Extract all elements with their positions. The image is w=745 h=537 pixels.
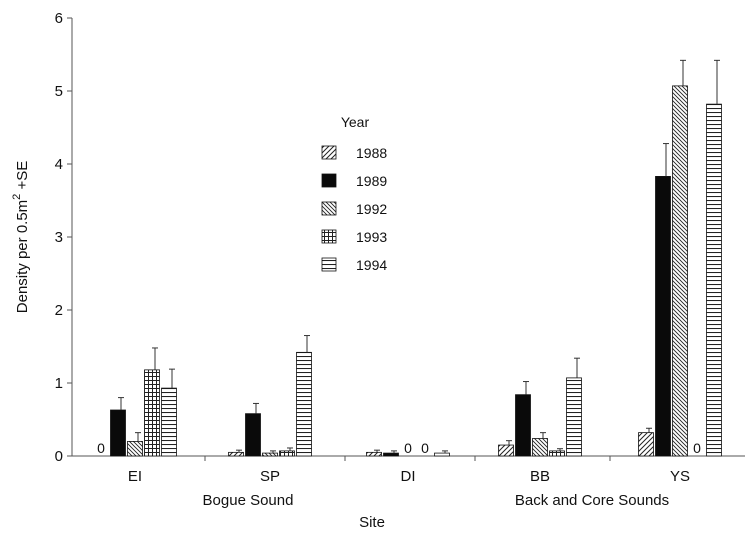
bar-sp-1988 xyxy=(228,451,244,457)
bar-di-1988 xyxy=(366,451,382,457)
bar-ys-1988 xyxy=(638,432,654,457)
y-tick-label: 1 xyxy=(55,375,63,392)
bar-bb-1989 xyxy=(515,394,531,457)
y-ticks: 0 1 2 3 4 5 6 xyxy=(55,10,72,465)
zero-label-di-1993: 0 xyxy=(421,440,429,456)
group-label-back-core-sounds: Back and Core Sounds xyxy=(515,492,669,509)
legend-label-1988: 1988 xyxy=(356,145,387,161)
bar-sp-1994 xyxy=(296,351,312,457)
legend-swatch-1989 xyxy=(321,173,337,188)
y-tick-label: 2 xyxy=(55,302,63,319)
x-tick-label-di: DI xyxy=(401,468,416,485)
x-tick-label-bb: BB xyxy=(530,468,550,485)
bar-sp-1993 xyxy=(279,450,295,457)
zero-label-ei-1988: 0 xyxy=(97,440,105,456)
y-axis-title: Density per 0.5m2 +SE xyxy=(11,161,31,313)
y-tick-label: 0 xyxy=(55,448,63,465)
legend-label-1989: 1989 xyxy=(356,173,387,189)
bar-bb-1993 xyxy=(549,450,565,457)
bar-sp-1989 xyxy=(245,413,261,457)
legend-title: Year xyxy=(341,114,370,130)
x-tick-label-sp: SP xyxy=(260,468,280,485)
bar-ys-1994 xyxy=(706,103,722,457)
bar-ys-1989 xyxy=(655,176,671,457)
x-ticks: EI SP DI BB YS xyxy=(128,456,690,485)
legend-swatch-1994 xyxy=(321,257,337,272)
x-tick-label-ei: EI xyxy=(128,468,142,485)
y-tick-label: 4 xyxy=(55,156,63,173)
legend-swatch-1993 xyxy=(321,229,337,244)
bar-ei-1994 xyxy=(161,387,177,457)
bar-bb-1994 xyxy=(566,377,582,457)
x-tick-label-ys: YS xyxy=(670,468,690,485)
bar-ei-1992 xyxy=(127,440,143,457)
legend-swatch-1992 xyxy=(321,201,337,216)
legend-label-1993: 1993 xyxy=(356,229,387,245)
bar-ys-1992 xyxy=(672,85,688,457)
legend-label-1994: 1994 xyxy=(356,257,387,273)
y-tick-label: 3 xyxy=(55,229,63,246)
bar-ei-1989 xyxy=(110,409,126,457)
y-tick-label: 6 xyxy=(55,10,63,27)
bar-ei-1993 xyxy=(144,369,160,457)
bar-di-1994 xyxy=(434,452,450,457)
legend-label-1992: 1992 xyxy=(356,201,387,217)
zero-label-ys-1993: 0 xyxy=(693,440,701,456)
legend-swatch-1988 xyxy=(321,145,337,160)
legend: Year 1988 1989 1992 1993 1994 xyxy=(321,114,387,273)
y-tick-label: 5 xyxy=(55,83,63,100)
x-axis-title: Site xyxy=(359,514,385,531)
bar-bb-1988 xyxy=(498,444,514,457)
bar-bb-1992 xyxy=(532,438,548,457)
zero-label-di-1992: 0 xyxy=(404,440,412,456)
bar-sp-1992 xyxy=(262,452,278,457)
group-label-bogue-sound: Bogue Sound xyxy=(203,492,294,509)
bar-di-1989 xyxy=(383,452,399,457)
